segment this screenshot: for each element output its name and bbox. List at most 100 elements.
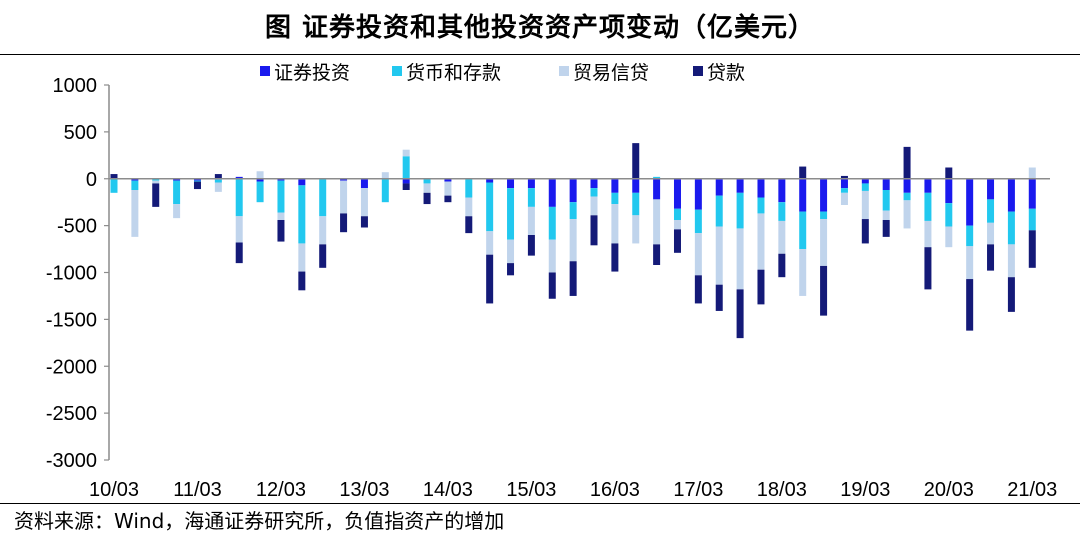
bar-loans-20Q2	[966, 279, 974, 331]
bar-securities-12Q1	[277, 178, 285, 181]
bar-trade-12Q1	[277, 212, 285, 220]
bar-trade-10Q3	[152, 180, 160, 184]
bar-trade-18Q2	[799, 249, 807, 296]
bar-securities-14Q3	[486, 178, 494, 183]
bar-loans-19Q3	[903, 146, 911, 179]
bar-loans-17Q2	[715, 284, 723, 311]
chart-title: 图 证券投资和其他投资资产项变动（亿美元）	[264, 13, 816, 43]
legend-swatch-currency	[392, 66, 403, 76]
bar-loans-13Q4	[423, 192, 431, 205]
bar-currency-11Q1	[193, 180, 201, 182]
bar-currency-10Q2	[131, 180, 139, 190]
bar-currency-11Q3	[235, 178, 243, 217]
bar-loans-14Q3	[486, 254, 494, 304]
bar-currency-17Q1	[694, 209, 702, 234]
y-tick-label: -1000	[46, 263, 97, 285]
bar-currency-12Q2	[298, 185, 306, 244]
bar-loans-11Q2	[214, 174, 222, 179]
bar-securities-10Q2	[131, 178, 139, 181]
bar-loans-11Q1	[193, 181, 201, 190]
bar-securities-11Q4	[256, 178, 264, 182]
legend-label-securities: 证券投资	[274, 61, 351, 84]
bar-currency-20Q1	[945, 203, 953, 227]
bar-currency-13Q3	[402, 156, 410, 179]
bar-loans-10Q3	[152, 183, 160, 207]
bar-trade-20Q3	[987, 222, 995, 245]
bar-trade-14Q1	[444, 181, 452, 196]
x-tick-label: 11/03	[173, 479, 222, 501]
x-tick-label: 17/03	[673, 479, 723, 501]
legend-swatch-securities	[260, 66, 270, 76]
bar-securities-17Q4	[757, 178, 765, 198]
bar-currency-18Q2	[799, 211, 807, 250]
bar-loans-20Q3	[987, 244, 995, 271]
y-tick-label: -3000	[46, 450, 97, 472]
bar-currency-20Q4	[1007, 211, 1015, 245]
bar-securities-19Q1	[861, 178, 869, 184]
bar-securities-21Q1	[1028, 178, 1036, 209]
legend-item-loans: 贷款	[693, 58, 745, 85]
bar-loans-18Q1	[778, 253, 786, 278]
bar-loans-13Q1	[360, 216, 368, 228]
bar-securities-18Q1	[778, 178, 786, 203]
bar-securities-14Q1	[444, 178, 452, 182]
bar-trade-17Q3	[736, 228, 744, 290]
bar-loans-19Q4	[924, 247, 932, 290]
x-tick-label: 16/03	[590, 479, 640, 501]
legend-item-currency: 货币和存款	[392, 58, 501, 85]
bar-trade-20Q1	[945, 226, 953, 248]
bar-securities-11Q3	[235, 176, 243, 179]
bar-securities-13Q3	[402, 178, 410, 184]
bar-currency-17Q3	[736, 192, 744, 229]
legend-label-loans: 贷款	[707, 61, 746, 84]
bar-trade-15Q1	[527, 206, 535, 235]
x-tick-label: 14/03	[423, 479, 473, 501]
bar-currency-11Q4	[256, 181, 264, 203]
bar-securities-17Q1	[694, 178, 702, 210]
bar-securities-20Q3	[987, 178, 995, 200]
bar-loans-18Q4	[840, 175, 848, 179]
bar-currency-16Q2	[632, 192, 640, 216]
bar-currency-17Q2	[715, 195, 723, 227]
bar-securities-17Q2	[715, 178, 723, 196]
bar-currency-16Q3	[653, 176, 661, 179]
bar-currency-16Q4	[673, 208, 681, 220]
bar-loans-16Q3	[653, 244, 661, 265]
legend-swatch-loans	[693, 66, 704, 76]
bar-currency-13Q2	[381, 178, 389, 203]
bar-trade-16Q4	[673, 220, 681, 230]
bar-currency-16Q1	[611, 192, 619, 205]
x-tick-label: 20/03	[924, 479, 974, 501]
bar-loans-16Q2	[632, 143, 640, 179]
bar-currency-21Q1	[1028, 208, 1036, 231]
bar-currency-10Q4	[173, 180, 181, 205]
bar-loans-18Q2	[799, 166, 807, 179]
bar-loans-14Q1	[444, 195, 452, 203]
bar-loans-15Q3	[569, 261, 577, 296]
bar-loans-14Q4	[507, 263, 515, 276]
bar-currency-12Q1	[277, 180, 285, 213]
bar-trade-17Q1	[694, 233, 702, 276]
legend-label-currency: 货币和存款	[406, 61, 502, 84]
y-tick-label: 500	[64, 122, 97, 144]
bar-loans-15Q4	[590, 215, 598, 246]
bar-currency-18Q1	[778, 202, 786, 221]
bar-loans-20Q1	[945, 167, 953, 179]
bar-trade-15Q4	[590, 196, 598, 216]
bar-loans-10Q1	[110, 174, 118, 179]
bar-loans-21Q1	[1028, 230, 1036, 268]
y-tick-label: -500	[57, 216, 97, 238]
bar-securities-18Q4	[840, 178, 848, 189]
chart-legend: 证券投资 货币和存款 贸易信贷 贷款	[260, 58, 880, 84]
bar-loans-12Q4	[340, 213, 348, 233]
y-tick-label: 0	[86, 169, 97, 191]
bar-trade-12Q4	[340, 180, 348, 214]
bar-loans-19Q1	[861, 219, 869, 244]
bar-securities-19Q2	[882, 178, 890, 190]
bar-trade-16Q3	[653, 199, 661, 245]
bar-currency-14Q4	[507, 188, 515, 240]
bar-currency-17Q4	[757, 197, 765, 214]
bar-currency-15Q4	[590, 188, 598, 197]
bar-currency-19Q1	[861, 183, 869, 191]
